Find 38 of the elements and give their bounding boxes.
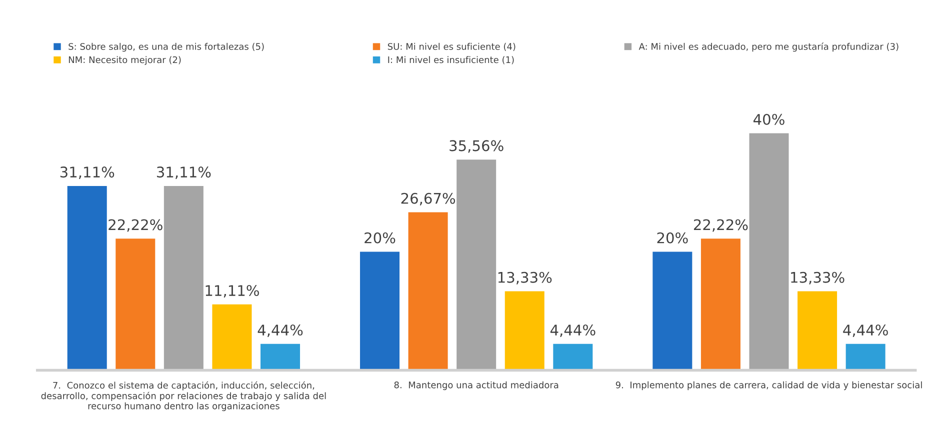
data-label: 40% — [754, 114, 784, 125]
bar — [164, 186, 204, 370]
bar — [749, 133, 789, 370]
bar — [652, 252, 692, 370]
x-tick-label: 7. Conozco el sistema de captación, inducción, selección, desarrollo, compensación por relaciones de trabajo y salida del recurso humano dentro las organizaciones — [41, 381, 326, 412]
data-label: 20% — [364, 232, 396, 244]
legend-label: A: Mi nivel es adecuado, pero me gustaría profundizar (3) — [638, 42, 898, 52]
legend-label: I: Mi nivel es insuficiente (1) — [388, 56, 514, 64]
data-label: 31,11% — [156, 166, 211, 180]
bar — [553, 344, 593, 370]
data-label: 13,33% — [498, 272, 552, 284]
data-label: 11,11% — [206, 285, 259, 298]
data-label: 4,44% — [550, 324, 596, 338]
data-label: 26,67% — [401, 192, 456, 206]
legend-label: S: Sobre salgo, es una de mis fortalezas (5) — [68, 42, 264, 52]
data-label: 4,44% — [843, 324, 888, 338]
bar — [456, 160, 496, 370]
data-label: 4,44% — [258, 324, 303, 338]
bar — [504, 291, 544, 370]
bar — [700, 238, 740, 370]
data-label: 20% — [657, 232, 688, 244]
bar — [408, 212, 448, 370]
legend-label: SU: Mi nivel es suficiente (4) — [388, 42, 516, 51]
bar — [116, 238, 156, 370]
bar — [212, 304, 252, 370]
bar — [260, 344, 300, 370]
data-label: 22,22% — [108, 219, 162, 232]
bar — [846, 344, 886, 370]
bar — [67, 186, 107, 370]
data-label: 31,11% — [60, 166, 114, 180]
x-tick-label: 9. Implemento planes de carrera, calidad de vida y bienestar social — [616, 381, 922, 390]
bar — [798, 291, 838, 370]
legend-label: NM: Necesito mejorar (2) — [68, 56, 181, 65]
data-label: 35,56% — [450, 140, 504, 153]
bar — [360, 252, 400, 370]
data-label: 13,33% — [791, 272, 844, 284]
data-label: 22,22% — [694, 219, 748, 232]
x-tick-label: 8. Mantengo una actitud mediadora — [394, 381, 558, 390]
